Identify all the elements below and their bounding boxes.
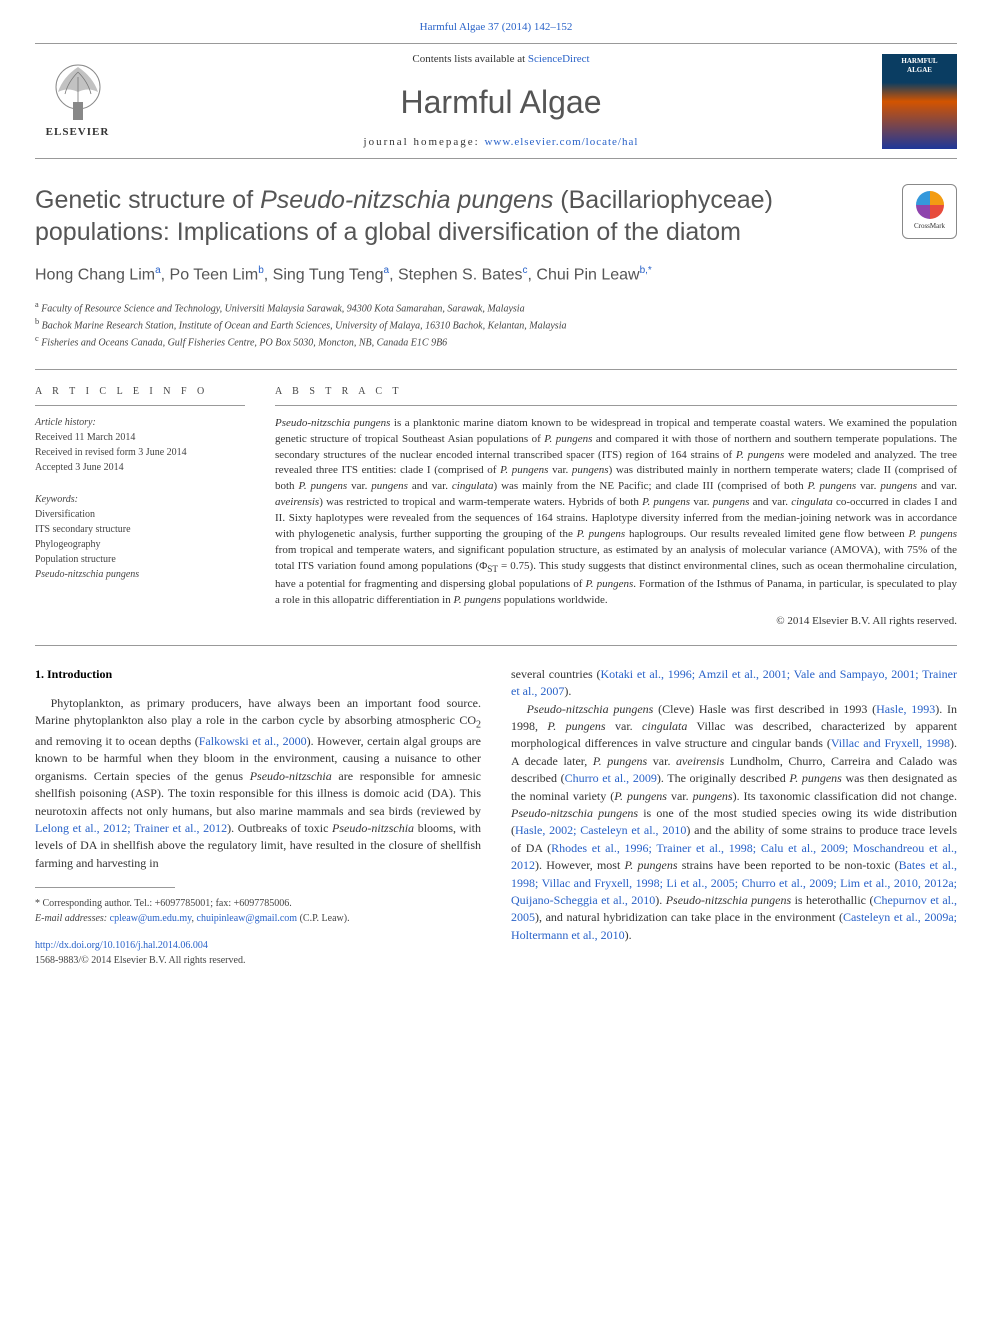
affiliation-text: Fisheries and Oceans Canada, Gulf Fisher…: [41, 338, 447, 349]
email-name: (C.P. Leaw).: [297, 913, 350, 924]
crossmark-badge[interactable]: CrossMark: [902, 184, 957, 239]
homepage-prefix: journal homepage:: [364, 136, 485, 148]
body-columns: 1. Introduction Phytoplankton, as primar…: [35, 666, 957, 968]
masthead: ELSEVIER Contents lists available at Sci…: [35, 43, 957, 159]
affiliations: a Faculty of Resource Science and Techno…: [35, 299, 957, 351]
body-col-right: several countries (Kotaki et al., 1996; …: [511, 666, 957, 968]
abstract-text: Pseudo-nitzschia pungens is a planktonic…: [275, 416, 957, 609]
body-paragraph: Phytoplankton, as primary producers, hav…: [35, 695, 481, 872]
elsevier-logo: ELSEVIER: [35, 54, 120, 149]
body-paragraph: several countries (Kotaki et al., 1996; …: [511, 666, 957, 701]
masthead-center: Contents lists available at ScienceDirec…: [120, 52, 882, 150]
affiliation-text: Bachok Marine Research Station, Institut…: [42, 320, 567, 331]
homepage-link[interactable]: www.elsevier.com/locate/hal: [484, 136, 638, 148]
body-paragraph: Pseudo-nitzschia pungens (Cleve) Hasle w…: [511, 701, 957, 944]
doi-link[interactable]: http://dx.doi.org/10.1016/j.hal.2014.06.…: [35, 940, 208, 951]
article-info: A R T I C L E I N F O Article history: R…: [35, 385, 245, 630]
info-abstract-block: A R T I C L E I N F O Article history: R…: [35, 369, 957, 646]
keyword: Pseudo-nitzschia pungens: [35, 567, 245, 582]
sciencedirect-link[interactable]: ScienceDirect: [528, 53, 590, 65]
section-title: 1. Introduction: [35, 666, 481, 683]
cover-text-bottom: ALGAE: [907, 66, 932, 76]
affiliation-a: a Faculty of Resource Science and Techno…: [35, 299, 957, 316]
authors: Hong Chang Lima, Po Teen Limb, Sing Tung…: [35, 264, 957, 287]
article-title: Genetic structure of Pseudo-nitzschia pu…: [35, 184, 887, 249]
homepage-line: journal homepage: www.elsevier.com/locat…: [120, 135, 882, 150]
publisher-name: ELSEVIER: [46, 125, 110, 140]
abstract: A B S T R A C T Pseudo-nitzschia pungens…: [275, 385, 957, 630]
doi-block: http://dx.doi.org/10.1016/j.hal.2014.06.…: [35, 938, 481, 968]
keywords-label: Keywords:: [35, 493, 245, 507]
citation-header: Harmful Algae 37 (2014) 142–152: [35, 20, 957, 35]
journal-cover-thumbnail: HARMFUL ALGAE: [882, 54, 957, 149]
title-row: Genetic structure of Pseudo-nitzschia pu…: [35, 184, 957, 249]
crossmark-label: CrossMark: [914, 222, 945, 232]
history-accepted: Accepted 3 June 2014: [35, 460, 245, 475]
email-link-1[interactable]: cpleaw@um.edu.my: [110, 913, 192, 924]
abstract-header: A B S T R A C T: [275, 385, 957, 406]
article-info-header: A R T I C L E I N F O: [35, 385, 245, 406]
keyword: Phylogeography: [35, 537, 245, 552]
email-label: E-mail addresses:: [35, 913, 110, 924]
keyword: ITS secondary structure: [35, 522, 245, 537]
history-received: Received 11 March 2014: [35, 430, 245, 445]
affiliation-c: c Fisheries and Oceans Canada, Gulf Fish…: [35, 333, 957, 350]
corresponding-author-note: * Corresponding author. Tel.: +609778500…: [35, 896, 481, 911]
footnote-rule: [35, 887, 175, 888]
issn-copyright: 1568-9883/© 2014 Elsevier B.V. All right…: [35, 955, 245, 966]
contents-prefix: Contents lists available at: [412, 53, 527, 65]
contents-line: Contents lists available at ScienceDirec…: [120, 52, 882, 67]
history-label: Article history:: [35, 416, 245, 430]
cover-text-top: HARMFUL: [901, 57, 937, 67]
journal-name: Harmful Algae: [120, 80, 882, 125]
abstract-copyright: © 2014 Elsevier B.V. All rights reserved…: [275, 614, 957, 629]
affiliation-text: Faculty of Resource Science and Technolo…: [41, 303, 524, 314]
elsevier-tree-icon: [43, 62, 113, 122]
crossmark-icon: [916, 191, 944, 219]
email-link-2[interactable]: chuipinleaw@gmail.com: [197, 913, 298, 924]
history-revised: Received in revised form 3 June 2014: [35, 445, 245, 460]
email-line: E-mail addresses: cpleaw@um.edu.my, chui…: [35, 911, 481, 926]
keyword: Population structure: [35, 552, 245, 567]
keyword: Diversification: [35, 507, 245, 522]
affiliation-b: b Bachok Marine Research Station, Instit…: [35, 316, 957, 333]
body-col-left: 1. Introduction Phytoplankton, as primar…: [35, 666, 481, 968]
